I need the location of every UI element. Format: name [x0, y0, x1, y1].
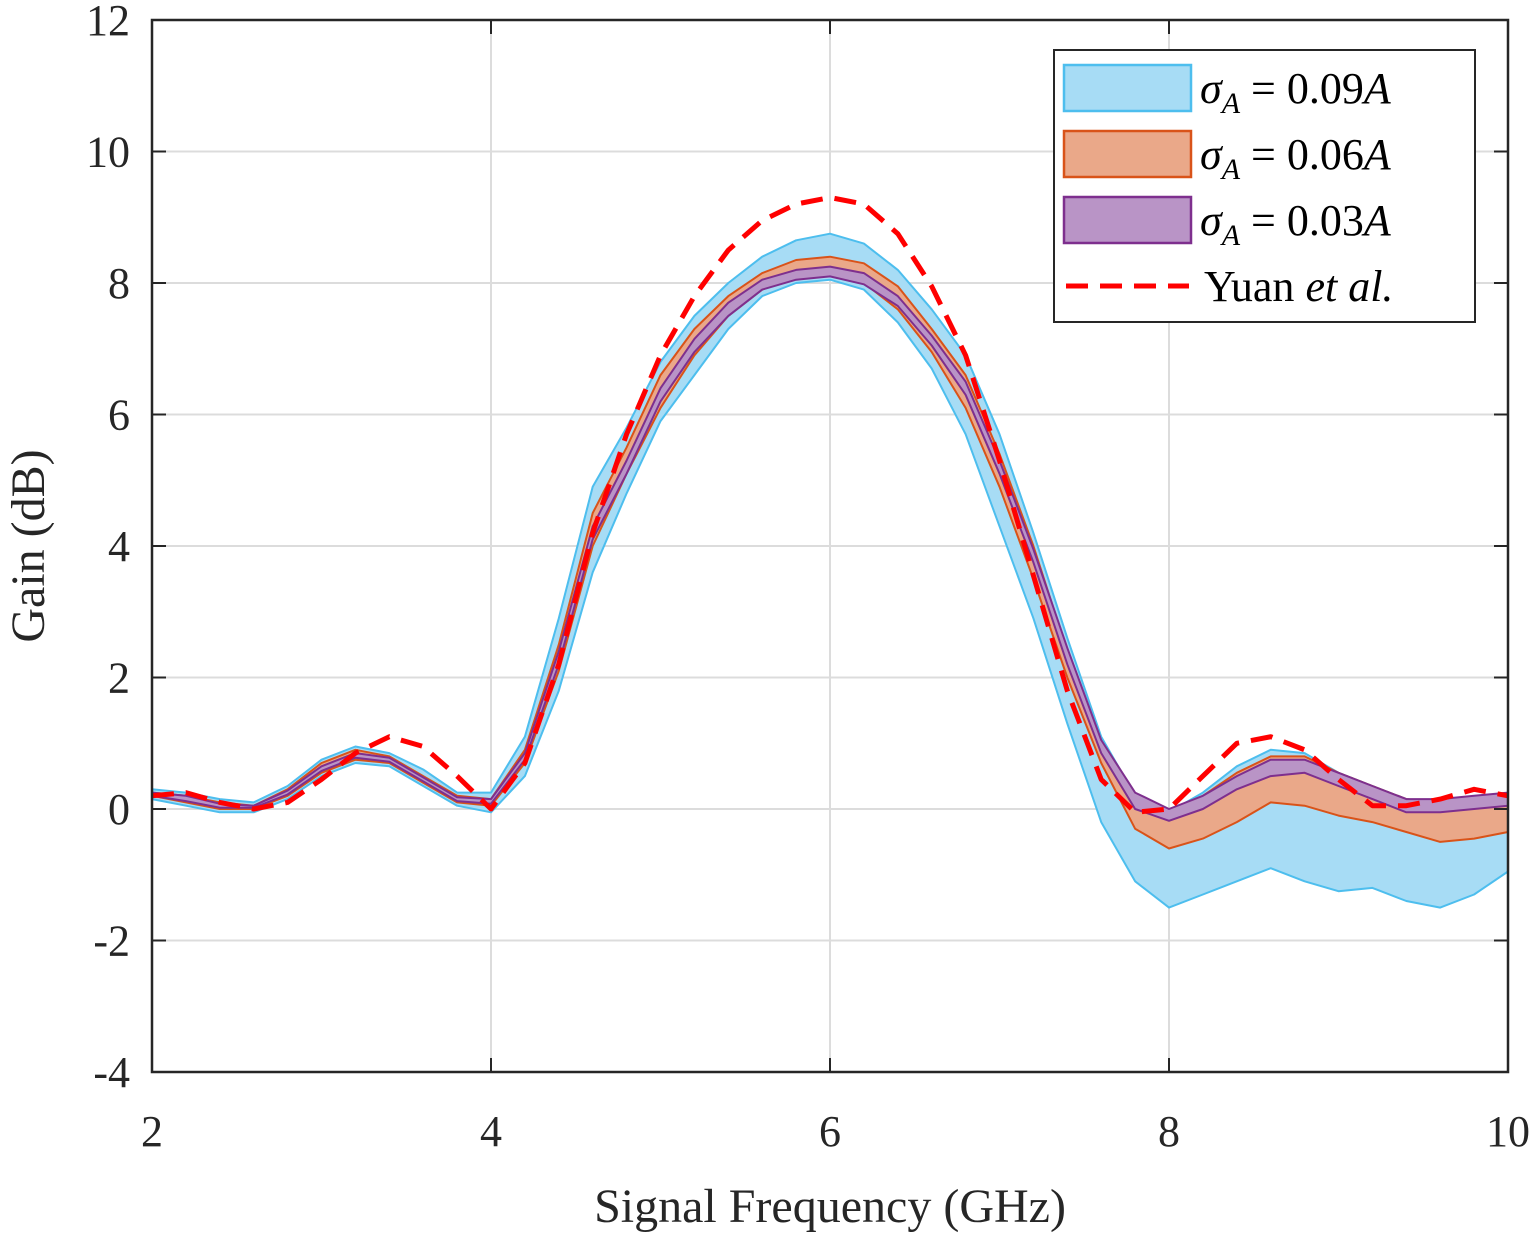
y-tick-label: 8: [108, 259, 130, 308]
y-tick-label: 2: [108, 654, 130, 703]
legend-swatch: [1062, 63, 1193, 113]
yuan-line: [151, 195, 1509, 815]
x-tick-label: 2: [141, 1107, 163, 1156]
legend-swatch: [1062, 195, 1193, 245]
x-axis-title: Signal Frequency (GHz): [594, 1180, 1066, 1233]
y-tick-label: 0: [108, 785, 130, 834]
y-tick-label: 12: [86, 0, 130, 45]
y-axis-title: Gain (dB): [2, 449, 55, 642]
tick-labels: 2 4 6 8 10 -4 -2 0 2 4 6 8 10 12: [86, 0, 1530, 1156]
y-tick-label: 4: [108, 522, 130, 571]
legend-label: σA = 0.06A: [1200, 130, 1392, 186]
x-tick-label: 4: [480, 1107, 502, 1156]
x-tick-label: 6: [819, 1107, 841, 1156]
y-tick-label: 6: [108, 391, 130, 440]
legend-label: σA = 0.03A: [1200, 196, 1392, 252]
y-tick-label: 10: [86, 128, 130, 177]
legend-label: σA = 0.09A: [1200, 64, 1392, 120]
x-tick-label: 10: [1486, 1107, 1530, 1156]
y-tick-label: -2: [93, 917, 130, 966]
legend-swatch: [1062, 129, 1193, 179]
legend-label: Yuan et al.: [1204, 262, 1393, 311]
x-tick-label: 8: [1158, 1107, 1180, 1156]
y-tick-label: -4: [93, 1048, 130, 1097]
legend: σA = 0.09A σA = 0.06A σA = 0.03A Yuan et al…: [1053, 49, 1476, 323]
axis-ticks: [151, 19, 1509, 1073]
series-lines: [151, 195, 1509, 815]
